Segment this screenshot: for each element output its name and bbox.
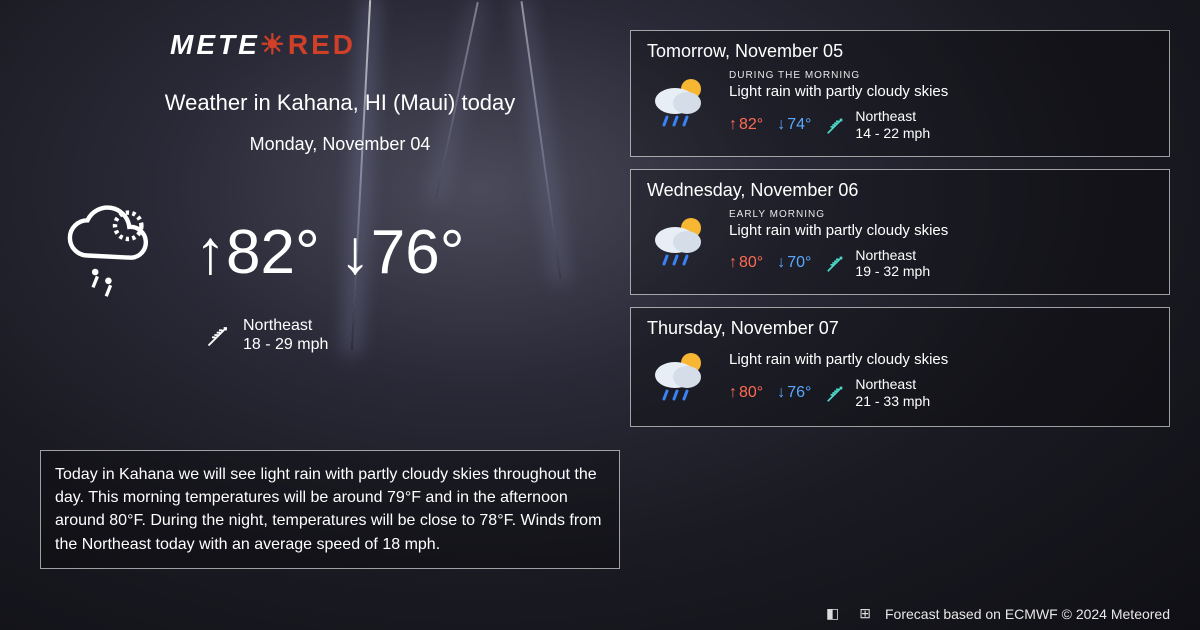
today-high: 82° (195, 217, 320, 288)
forecast-high: 80° (729, 384, 763, 402)
forecast-high: 80° (729, 254, 763, 272)
forecast-low: 76° (777, 384, 811, 402)
rain-cloud-sun-icon (647, 73, 711, 138)
wind-feather-icon (825, 114, 847, 136)
brand-logo: METE☀RED (170, 28, 356, 61)
forecast-high: 82° (729, 116, 763, 134)
today-hero: 82° 76° (60, 195, 620, 310)
wind-feather-icon (825, 382, 847, 404)
forecast-card: Tomorrow, November 05 DURING THE MORNING… (630, 30, 1170, 157)
windows-icon: ⊞ (859, 605, 871, 622)
rain-cloud-sun-icon (647, 212, 711, 277)
forecast-date: Wednesday, November 06 (647, 180, 1153, 201)
forecast-period: EARLY MORNING (729, 209, 1153, 220)
forecast-condition: Light rain with partly cloudy skies (729, 351, 1153, 368)
today-wind-dir: Northeast (243, 316, 328, 335)
current-date: Monday, November 04 (60, 134, 620, 155)
today-weather-icon (60, 195, 170, 310)
wind-feather-icon (825, 252, 847, 274)
today-description: Today in Kahana we will see light rain w… (40, 450, 620, 569)
forecast-period: DURING THE MORNING (729, 70, 1153, 81)
brand-part2: RED (288, 29, 356, 60)
forecast-date: Thursday, November 07 (647, 318, 1153, 339)
forecast-list: Tomorrow, November 05 DURING THE MORNING… (630, 30, 1170, 427)
today-low: 76° (340, 217, 465, 288)
forecast-wind: Northeast 19 - 32 mph (825, 247, 930, 281)
rain-cloud-sun-icon (647, 347, 711, 412)
android-icon: ◧ (826, 605, 839, 622)
forecast-card: Wednesday, November 06 EARLY MORNING Lig… (630, 169, 1170, 296)
forecast-card: Thursday, November 07 Light rain with pa… (630, 307, 1170, 427)
page-title: Weather in Kahana, HI (Maui) today (60, 90, 620, 116)
footer-text: Forecast based on ECMWF © 2024 Meteored (885, 606, 1170, 622)
forecast-wind: Northeast 21 - 33 mph (825, 376, 930, 410)
forecast-low: 70° (777, 254, 811, 272)
forecast-low: 74° (777, 116, 811, 134)
brand-part1: METE (170, 29, 260, 60)
forecast-condition: Light rain with partly cloudy skies (729, 222, 1153, 239)
today-wind-speed: 18 - 29 mph (243, 335, 328, 354)
today-wind: Northeast 18 - 29 mph (205, 316, 620, 354)
forecast-date: Tomorrow, November 05 (647, 41, 1153, 62)
forecast-condition: Light rain with partly cloudy skies (729, 83, 1153, 100)
wind-feather-icon (205, 321, 233, 349)
footer: ◧ ⊞ Forecast based on ECMWF © 2024 Meteo… (826, 605, 1170, 622)
forecast-wind: Northeast 14 - 22 mph (825, 108, 930, 142)
